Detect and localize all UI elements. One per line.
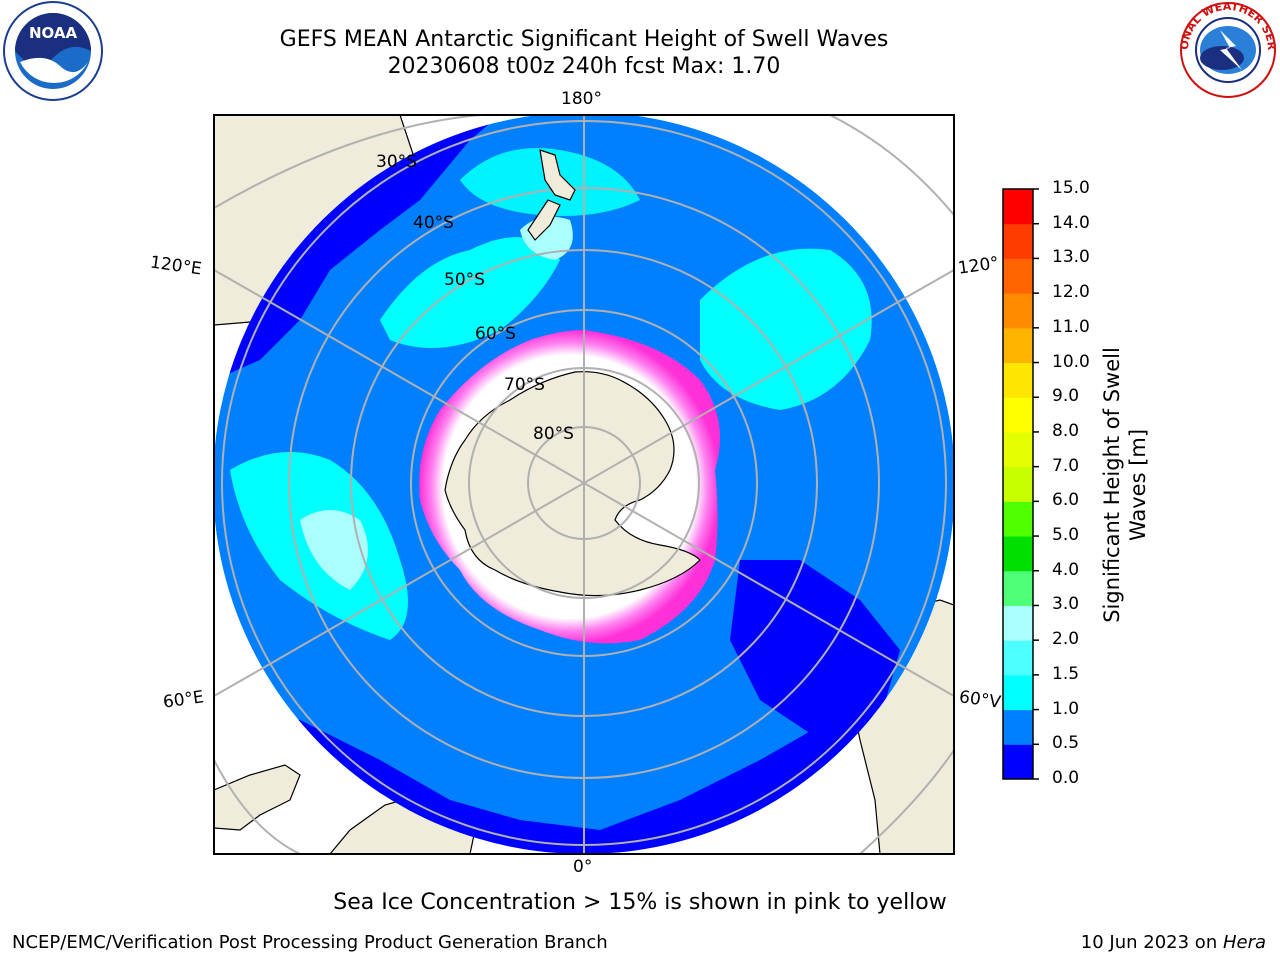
colorbar-tick-label: 15.0 <box>1052 178 1090 198</box>
colorbar-swatch <box>1003 570 1033 606</box>
colorbar-swatch <box>1003 466 1033 502</box>
colorbar-swatch <box>1003 674 1033 711</box>
colorbar-tick-label: 13.0 <box>1052 247 1090 268</box>
land-antarctica <box>444 371 701 597</box>
colorbar-swatch <box>1003 640 1033 676</box>
colorbar-tick-label: 0.5 <box>1052 733 1080 754</box>
colorbar-swatch <box>1003 536 1033 572</box>
colorbar <box>1002 188 1039 780</box>
colorbar-tick-label: 0.0 <box>1052 768 1080 788</box>
colorbar-swatch <box>1003 744 1033 780</box>
lat-label-80s: 80°S <box>533 424 574 444</box>
colorbar-swatch <box>1003 258 1033 294</box>
colorbar-swatch <box>1003 362 1033 398</box>
lon-label-bottom: 0° <box>573 857 593 877</box>
colorbar-tick-label: 7.0 <box>1052 455 1080 476</box>
lat-label-30s: 30°S <box>376 152 417 172</box>
colorbar-tick-label: 14.0 <box>1052 212 1090 233</box>
colorbar-tick-label: 3.0 <box>1052 594 1080 615</box>
colorbar-tick-label: 1.5 <box>1052 663 1080 684</box>
colorbar-swatch <box>1003 327 1033 364</box>
colorbar-tick-label: 2.0 <box>1052 629 1080 650</box>
colorbar-swatch <box>1003 709 1033 745</box>
lat-label-50s: 50°S <box>444 270 485 290</box>
colorbar-swatch <box>1003 605 1033 641</box>
noaa-logo: NOAA <box>3 1 103 101</box>
lat-label-70s: 70°S <box>504 375 545 395</box>
footer-host: Hera <box>1222 932 1266 953</box>
colorbar-tick-label: 5.0 <box>1052 525 1080 546</box>
colorbar-swatch <box>1003 501 1033 537</box>
colorbar-tick-label: 4.0 <box>1052 559 1080 580</box>
chart-title: GEFS MEAN Antarctic Significant Height o… <box>279 27 889 52</box>
colorbar-tick-label: 6.0 <box>1052 490 1080 511</box>
colorbar-swatch <box>1003 223 1033 259</box>
colorbar-frame <box>1002 188 1034 780</box>
colorbar-tick-label: 12.0 <box>1052 282 1090 303</box>
colorbar-tick-label: 11.0 <box>1052 316 1090 337</box>
lat-label-60s: 60°S <box>475 324 516 344</box>
land-new-zealand <box>527 149 576 241</box>
lat-label-40s: 40°S <box>413 213 454 233</box>
colorbar-swatch <box>1003 293 1033 329</box>
footer-credit: NCEP/EMC/Verification Post Processing Pr… <box>12 932 608 953</box>
nws-logo: NATIONAL WEATHER SERVICE <box>1176 0 1278 98</box>
colorbar-tick-label: 9.0 <box>1052 386 1080 407</box>
sea-ice-note: Sea Ice Concentration > 15% is shown in … <box>333 890 947 915</box>
colorbar-tick-label: 10.0 <box>1052 351 1090 372</box>
chart-subtitle: 20230608 t00z 240h fcst Max: 1.70 <box>387 54 781 79</box>
colorbar-label: Significant Height of Swell Waves [m] <box>1100 347 1150 623</box>
colorbar-tick-label: 8.0 <box>1052 420 1080 441</box>
lon-label-top: 180° <box>561 89 602 109</box>
colorbar-swatch <box>1003 397 1033 433</box>
colorbar-tick-label: 1.0 <box>1052 698 1080 719</box>
colorbar-swatch <box>1003 431 1033 468</box>
svg-text:NOAA: NOAA <box>29 24 78 42</box>
footer-date: 10 Jun 2023 on Hera <box>1080 932 1266 953</box>
colorbar-swatch <box>1003 189 1033 225</box>
